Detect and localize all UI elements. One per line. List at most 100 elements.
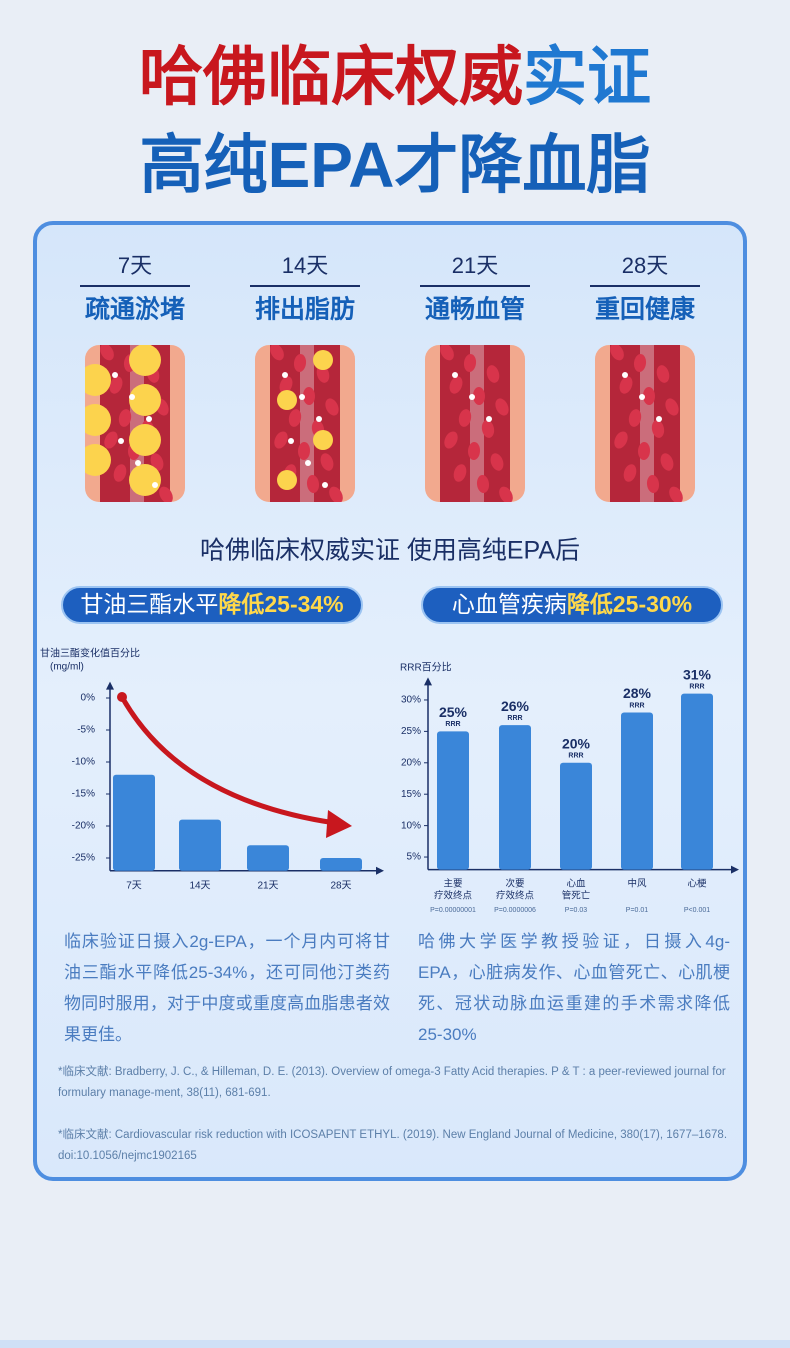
trend-start	[117, 692, 127, 702]
x-tick-label: 心血	[566, 878, 586, 890]
data-label: 25%	[439, 704, 468, 720]
bubble	[118, 438, 124, 444]
data-label: 26%	[501, 698, 530, 714]
x-tick-label: 次要	[505, 878, 524, 890]
blood-cell	[453, 464, 467, 482]
charts: 甘油三酯变化值百分比 (mg/ml) 0% -5% -10% -15% -20% -25% 7天…	[40, 647, 739, 914]
x-tick-label: 21天	[257, 881, 278, 892]
bubble	[469, 394, 475, 400]
bubble	[282, 372, 288, 378]
p-value: P=0.03	[565, 907, 587, 914]
blood-cell	[306, 475, 320, 493]
blood-cell	[467, 442, 481, 460]
stage-label: 重回健康	[595, 295, 696, 324]
y-tick-label: -15%	[72, 789, 95, 800]
blood-cell	[476, 475, 490, 493]
bubble	[112, 372, 118, 378]
y-tick-label: 15%	[401, 789, 421, 800]
blood-cell	[458, 409, 472, 427]
badge	[61, 586, 363, 624]
bar-sublabel: RRR	[568, 753, 583, 760]
blood-cell	[109, 376, 123, 394]
plaque	[129, 464, 161, 496]
blood-cell	[297, 442, 311, 460]
blood-cell	[288, 409, 302, 427]
blood-cell	[656, 365, 670, 383]
p-value: P<0.001	[684, 907, 710, 914]
description: 临床验证日摄入2g-EPA，一个月内可将甘油三酯水平降低25-34%，还可同他汀…	[64, 932, 390, 1044]
y-tick-label: 5%	[407, 852, 422, 863]
plaque	[129, 384, 161, 416]
bar-sublabel: RRR	[689, 684, 704, 691]
blood-cell	[293, 354, 307, 372]
headline-blue: 实证	[523, 41, 651, 113]
reference: *临床文献: Bradberry, J. C., & Hilleman, D. …	[58, 1066, 726, 1099]
blood-cell	[610, 345, 624, 361]
bar	[179, 819, 221, 871]
bar	[499, 725, 531, 870]
bubble	[305, 460, 311, 466]
y-tick-label: -5%	[77, 725, 95, 736]
blood-cell	[651, 420, 665, 438]
bar	[113, 774, 155, 871]
blood-cell	[100, 345, 114, 361]
blood-cell	[669, 486, 683, 502]
bar-sublabel: RRR	[507, 715, 522, 722]
plaque	[313, 430, 333, 450]
blood-cell	[628, 409, 642, 427]
plaque	[85, 364, 111, 396]
card	[33, 221, 747, 1181]
plaque	[277, 470, 297, 490]
blood-cell	[481, 420, 495, 438]
y-tick-label: -10%	[72, 757, 95, 768]
stage-day: 14天	[282, 253, 328, 278]
description: 哈佛大学医学教授验证，日摄入4g-EPA，心脏病发作、心血管死亡、心肌梗死、冠状…	[418, 932, 730, 1044]
blood-cell	[279, 376, 293, 394]
bar-sublabel: RRR	[629, 702, 644, 709]
stage-day: 21天	[452, 253, 498, 278]
y-tick-label: 25%	[401, 726, 421, 737]
bubble	[129, 394, 135, 400]
blood-cell	[646, 475, 660, 493]
blood-cell	[104, 431, 118, 449]
blood-cell	[159, 486, 173, 502]
vessel	[85, 345, 185, 502]
vessel	[595, 345, 695, 502]
blood-cell	[495, 398, 509, 416]
blood-cell	[614, 431, 628, 449]
blood-cell	[633, 354, 647, 372]
bar	[681, 693, 713, 870]
bubble	[452, 372, 458, 378]
blood-cell	[302, 387, 316, 405]
blood-cell	[325, 398, 339, 416]
badge-text: 甘油三酯水平降低25-34%	[80, 591, 343, 617]
badge-label: 心血管疾病	[452, 591, 567, 617]
y-tick-label: -25%	[72, 853, 95, 864]
blood-cell	[623, 464, 637, 482]
trend-arrow	[119, 695, 336, 826]
vessel-shine	[640, 345, 654, 502]
blood-cell	[444, 431, 458, 449]
y-tick-label: 0%	[81, 693, 96, 704]
chart-title: 甘油三酯变化值百分比	[40, 647, 140, 660]
blood-cell	[499, 486, 513, 502]
y-tick-label: 20%	[401, 757, 421, 768]
stage-label: 通畅血管	[425, 295, 525, 324]
blood-cell	[113, 464, 127, 482]
bar-sublabel: RRR	[445, 721, 460, 728]
bubble	[299, 394, 305, 400]
bubble	[316, 416, 322, 422]
blood-cell	[440, 345, 454, 361]
stage-label: 疏通淤堵	[85, 295, 185, 324]
plaque	[129, 345, 161, 376]
stage-day: 28天	[622, 253, 668, 278]
p-value: P=0.00000001	[430, 907, 476, 914]
badge-highlight: 降低25-30%	[567, 591, 692, 617]
x-tick-label: 疗效终点	[496, 890, 535, 902]
p-value: P=0.01	[626, 907, 648, 914]
x-tick-label: 主要	[443, 878, 462, 890]
bubble	[152, 482, 158, 488]
trend-arrowhead	[326, 810, 352, 838]
y-tick-label: 10%	[401, 820, 421, 831]
